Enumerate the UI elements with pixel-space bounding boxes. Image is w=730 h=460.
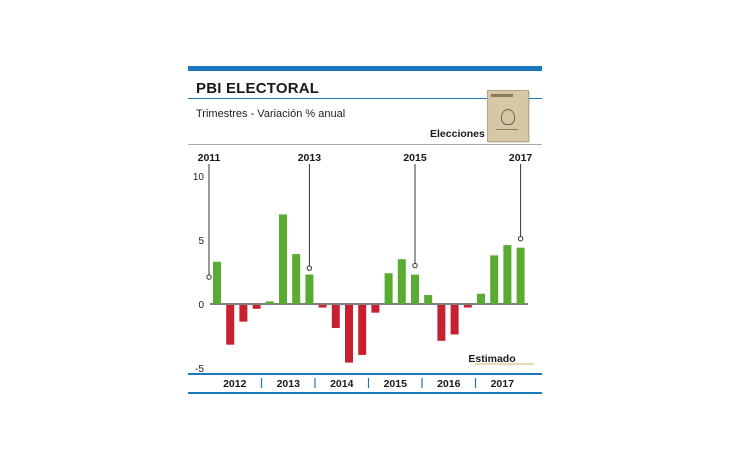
x-axis-year-label: 2013 [277, 378, 301, 390]
axis-bottom-rule [188, 392, 542, 394]
x-axis-year-label: 2016 [437, 378, 461, 390]
bar [463, 305, 472, 308]
election-year-label: 2011 [198, 152, 221, 164]
x-axis-year-label: 2017 [491, 378, 515, 390]
y-tick-label: 0 [198, 300, 204, 311]
bar [437, 305, 446, 341]
bar [516, 247, 525, 304]
x-axis-year-label: 2015 [384, 378, 408, 390]
bar [384, 273, 393, 304]
bar [279, 214, 287, 304]
bar [305, 274, 314, 304]
top-accent-bar [188, 66, 542, 71]
election-year-label: 2015 [403, 152, 427, 164]
title-rule [188, 98, 542, 99]
elections-label: Elecciones [430, 128, 485, 140]
chart-subtitle: Trimestres - Variación % anual [196, 108, 346, 120]
bar-chart: 10 5 0 -5 Estimado 2011 2013 2015 2017 2012 2013 20… [193, 152, 534, 390]
axis-top-rule [188, 373, 542, 375]
chart-title: PBI ELECTORAL [196, 80, 320, 97]
election-year-label: 2013 [298, 152, 322, 164]
y-tick-label: 10 [193, 172, 205, 183]
bar [239, 305, 248, 322]
bar [503, 245, 512, 304]
election-marker-dot [412, 262, 418, 269]
x-axis-year-label: 2012 [223, 378, 247, 390]
election-marker-dot [206, 274, 212, 280]
bar [331, 305, 340, 329]
y-tick-label: -5 [195, 364, 204, 375]
bar [411, 274, 419, 304]
elections-rule [188, 144, 542, 145]
bar [450, 305, 459, 335]
bar [345, 305, 353, 363]
y-tick-label: 5 [198, 236, 204, 247]
bar [226, 305, 235, 345]
chart-card: PBI ELECTORAL Trimestres - Variación % a… [188, 66, 542, 394]
bar [424, 295, 433, 304]
bar [292, 254, 301, 304]
bar [371, 305, 380, 313]
bar [490, 255, 499, 304]
x-axis-year-label: 2014 [330, 378, 354, 390]
bar [252, 305, 261, 309]
ballot-envelope-icon [487, 90, 529, 142]
election-marker-dot [306, 265, 313, 271]
bar [213, 261, 221, 304]
bar [318, 305, 327, 308]
estimated-label: Estimado [468, 353, 515, 365]
election-year-label: 2017 [509, 152, 533, 164]
bar [397, 259, 406, 304]
bar [477, 293, 485, 304]
election-marker-dot [517, 236, 524, 242]
bar [358, 305, 367, 355]
bar [265, 301, 274, 304]
